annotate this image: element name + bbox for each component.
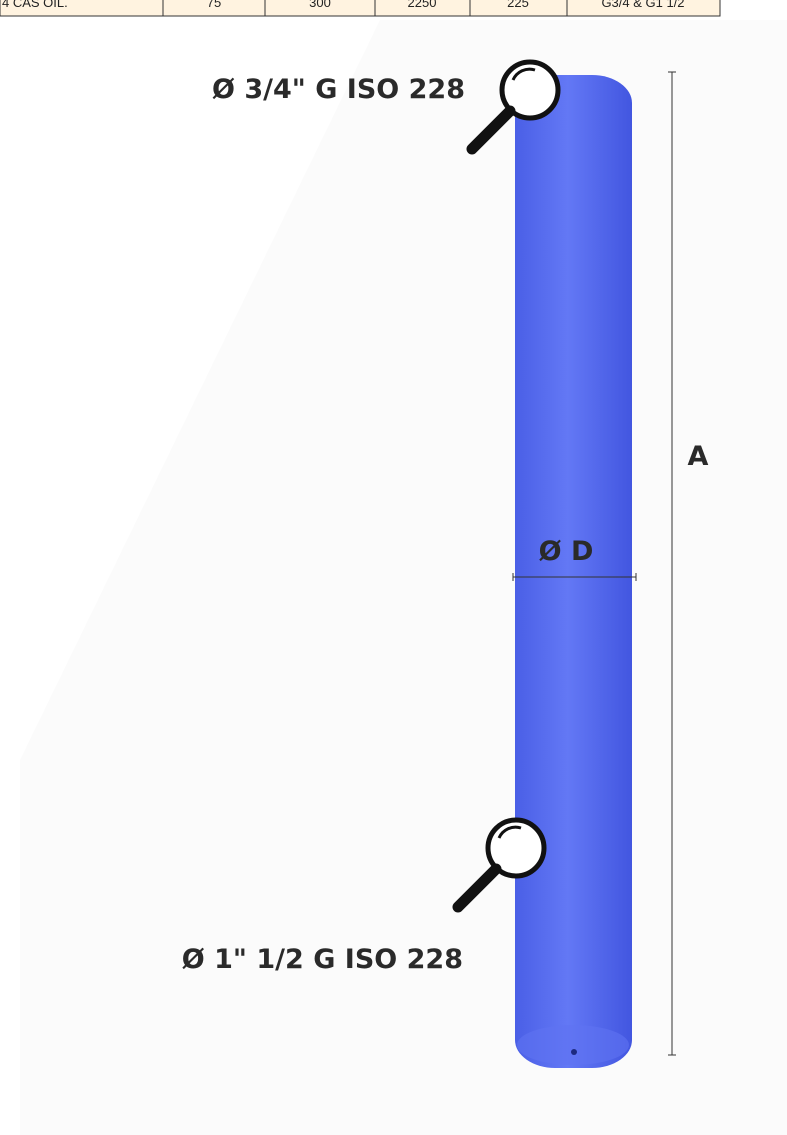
magnifier-icon[interactable] (466, 59, 561, 155)
dimension-label: Ø D (539, 536, 594, 567)
table-cell: 225 (507, 0, 529, 10)
table-row: 4 CAS OIL. 75 300 2250 225 G3/4 & G1 1/2 (0, 0, 721, 17)
table-cell: 4 CAS OIL. (2, 0, 68, 10)
table-cell: G3/4 & G1 1/2 (601, 0, 684, 10)
cylinder (515, 75, 632, 1068)
table-cell: 300 (309, 0, 331, 10)
port-hole (571, 1049, 577, 1055)
dimension-label: A (688, 441, 709, 472)
table-cell: 75 (207, 0, 221, 10)
cylinder-end (517, 1025, 629, 1065)
magnifier-icon[interactable] (452, 817, 547, 913)
table-cell: 2250 (408, 0, 437, 10)
port-label: Ø 3/4" G ISO 228 (212, 74, 465, 105)
port-label: Ø 1" 1/2 G ISO 228 (182, 944, 463, 975)
row-bg (0, 0, 721, 17)
